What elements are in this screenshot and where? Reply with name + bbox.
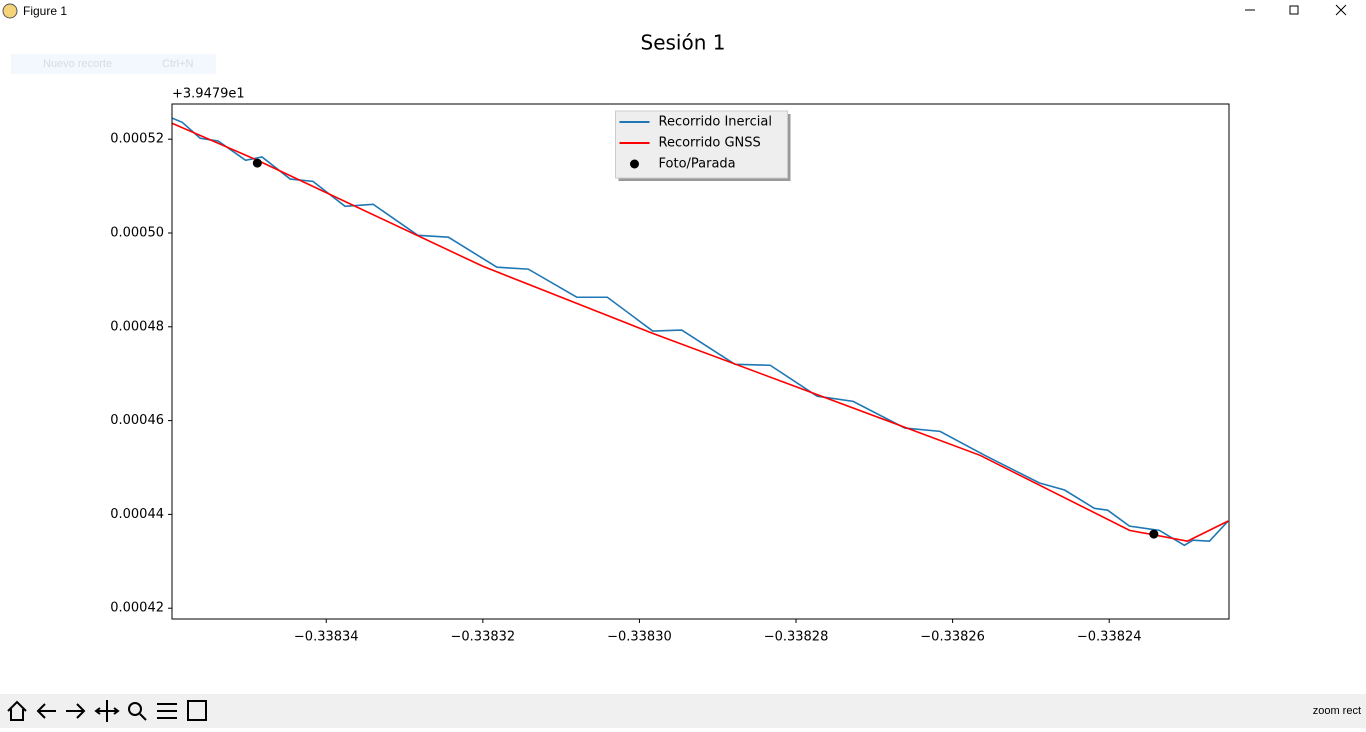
status-text: zoom rect: [1313, 705, 1361, 717]
y-tick-label: 0.00052: [110, 132, 164, 147]
close-button[interactable]: [1335, 4, 1347, 16]
window-title: Figure 1: [23, 4, 67, 18]
point: [1149, 529, 1159, 539]
app-icon: [2, 3, 18, 19]
x-tick-label: −0.33834: [294, 630, 359, 645]
line: [172, 122, 1229, 542]
legend-label: Foto/Parada: [659, 157, 736, 172]
menu-item[interactable]: [11, 54, 216, 74]
x-tick-label: −0.33824: [1077, 630, 1142, 645]
toolbar-icons: [7, 700, 207, 722]
y-tick-label: 0.00046: [110, 413, 164, 428]
x-tick-label: −0.33832: [451, 630, 516, 645]
toolbar: [0, 694, 1366, 728]
title-bar: [0, 0, 1366, 22]
legend-label: Recorrido Inercial: [659, 115, 772, 130]
menu-shortcut: Ctrl+N: [162, 58, 194, 70]
zoom-button[interactable]: [128, 702, 142, 716]
offset-text: +3.9479e1: [172, 87, 245, 102]
save-button[interactable]: [187, 700, 207, 721]
y-tick-label: 0.00044: [110, 507, 164, 522]
pan-button[interactable]: [94, 700, 120, 722]
forward-button[interactable]: [66, 703, 86, 719]
y-tick-label: 0.00048: [110, 319, 164, 334]
plot-frame: [171, 103, 1230, 620]
legend-marker: [630, 159, 639, 169]
configure-button[interactable]: [157, 703, 177, 719]
x-tick-label: −0.33828: [764, 630, 829, 645]
y-tick-label: 0.00042: [110, 601, 164, 616]
x-tick-label: −0.33830: [607, 630, 672, 645]
home-button[interactable]: [7, 700, 27, 721]
y-tick-label: 0.00050: [110, 225, 164, 240]
plot: −0.33834 −0.33832 −0.33830 −0.33828 −0.33826…: [110, 103, 1230, 645]
maximize-button[interactable]: [1289, 5, 1299, 15]
legend-label: Recorrido GNSS: [659, 136, 761, 151]
plot-area: [172, 104, 1229, 619]
zoom-handle: [139, 713, 147, 721]
menu-item-label: Nuevo recorte: [43, 58, 112, 70]
point: [252, 158, 262, 168]
back-button[interactable]: [36, 703, 56, 719]
x-tick-label: −0.33826: [920, 630, 985, 645]
chart-title: Sesión 1: [641, 31, 726, 55]
